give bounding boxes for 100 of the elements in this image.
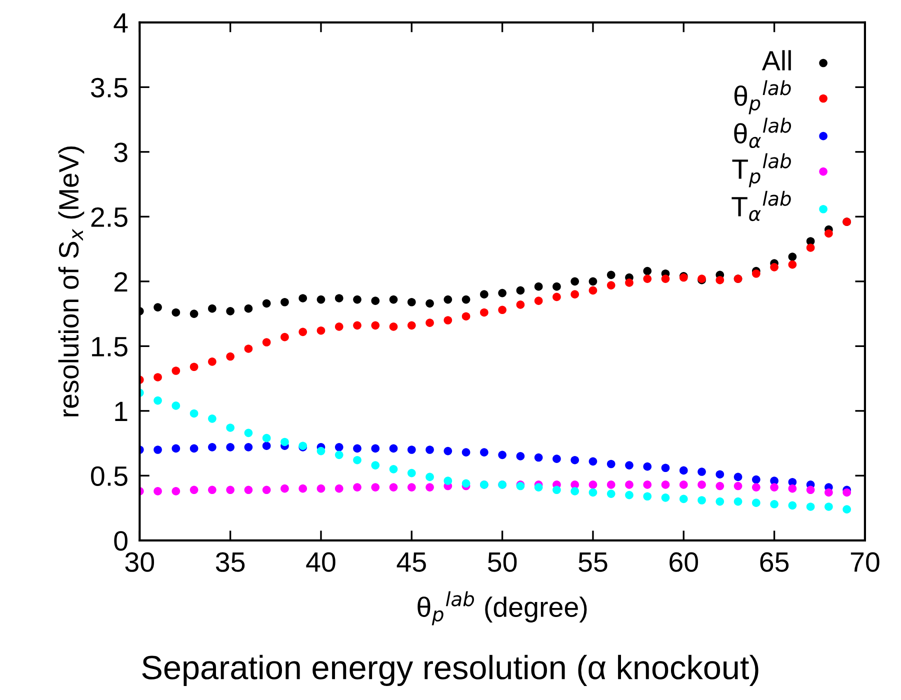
point [770,262,778,272]
point [679,480,688,489]
x-tick-label: 65 [760,552,789,572]
x-tick-label: 70 [850,552,880,572]
point [280,484,289,493]
point [643,492,652,501]
point [226,442,234,452]
point [190,310,198,318]
point [244,486,253,494]
point [716,497,724,506]
point [389,465,398,474]
point [407,483,416,492]
legend-label: All [762,50,791,70]
point [154,373,162,382]
y-tick-label: 3.5 [90,78,128,98]
point [661,480,670,489]
point [208,358,216,366]
point [588,488,598,497]
point [154,303,162,312]
point [698,496,706,504]
point [842,488,851,497]
y-tick-label: 1 [115,402,128,421]
point [316,446,326,456]
legend-label: θ$_{α}$$^{lab}$ [734,118,792,148]
point [334,484,344,493]
x-tick-label: 30 [125,552,154,572]
point [588,457,598,466]
y-tick-label: 2 [114,272,128,292]
point [643,266,652,276]
point [208,486,216,494]
point [752,483,760,492]
point [716,470,724,479]
point [353,483,362,492]
point [534,296,543,305]
point [371,296,380,305]
point [353,321,362,330]
y-tick-label: 3 [114,142,128,162]
point [244,442,253,452]
text: Separation energy resolution (α knockout) [142,654,758,686]
point [426,318,434,328]
point [389,444,398,453]
point [643,462,652,471]
point [280,298,289,306]
point [480,448,488,457]
point [606,480,616,489]
y-tick-label: 0.5 [91,466,128,486]
point [353,444,362,453]
point [552,292,561,302]
point [154,396,162,405]
y-axis-title: resolution of S$_{x}$ (MeV) [58,146,84,416]
point [788,252,797,261]
point [570,487,580,496]
point [172,366,180,375]
point [625,480,634,489]
point [190,486,198,494]
point [516,452,525,460]
y-tick-label: 1.5 [92,337,128,356]
point [262,486,271,494]
legend-label: T$_{p}$$^{lab}$ [732,153,791,188]
point [534,453,543,462]
point [498,288,506,298]
point [625,490,634,500]
point [444,316,452,324]
point [570,456,580,464]
point [244,304,253,313]
point [371,321,380,330]
point [154,446,162,454]
point [480,290,488,299]
point [716,482,724,490]
point [806,486,815,494]
point [226,307,234,316]
point [444,476,452,485]
point [606,490,616,498]
point [280,438,289,446]
point [788,501,797,510]
point [190,409,198,418]
point [190,444,198,453]
point [698,468,706,476]
point [806,244,815,252]
point [498,450,506,460]
point [498,306,506,314]
point [353,456,362,464]
point [280,332,289,342]
x-axis-title: θ$_{p}$$^{lab}$ (degree) [418,591,587,626]
point [298,484,308,493]
point [262,338,271,346]
point [606,270,616,280]
point [516,300,525,309]
point [172,308,180,317]
x-tick-label: 60 [670,552,698,572]
point [752,475,760,484]
point [226,352,234,361]
y-tick-label: 4 [114,13,128,32]
point [552,454,561,463]
point [262,442,271,450]
point [334,450,344,460]
point [426,446,434,454]
point [716,276,724,284]
point [570,277,580,286]
point [371,461,380,470]
